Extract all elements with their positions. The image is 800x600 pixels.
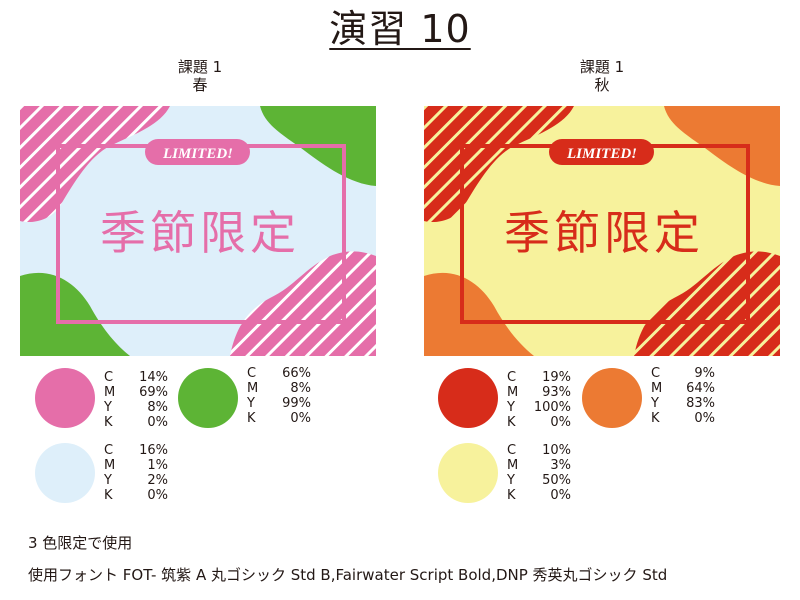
spring-badge-text: LIMITED! [162,146,233,162]
note-color-limit: 3 色限定で使用 [28,534,133,552]
autumn-swatch-red [438,368,498,428]
cmyk-y: 99% [282,396,311,411]
cmyk-y: 8% [147,400,168,415]
spring-cmyk-lightblue: C 16% M 1% Y 2% K 0% [104,443,168,503]
autumn-swatch-orange [582,368,642,428]
autumn-card: LIMITED! 季節限定 [424,106,780,356]
page-title: 演習 10 [0,6,800,52]
spring-cmyk-green: C 66% M 8% Y 99% K 0% [247,366,311,426]
cmyk-c: 14% [139,370,168,385]
autumn-cmyk-red: C 19% M 93% Y 100% K 0% [507,370,571,430]
page-title-text: 演習 10 [329,7,471,51]
cmyk-m: 3% [550,458,571,473]
cmyk-m: 64% [686,381,715,396]
autumn-caption-line1: 課題 1 [579,58,625,76]
cmyk-c: 19% [542,370,571,385]
cmyk-k: 0% [290,411,311,426]
spring-swatch-lightblue [35,443,95,503]
autumn-stripe-blob-bottom-right [634,251,780,356]
autumn-swatch-yellow [438,443,498,503]
cmyk-k: 0% [147,415,168,430]
autumn-caption: 課題 1 秋 [542,58,662,94]
spring-caption-line2: 春 [192,76,208,94]
autumn-main-text: 季節限定 [504,206,704,260]
autumn-caption-line2: 秋 [594,76,610,94]
spring-swatch-pink [35,368,95,428]
spring-badge-shape [145,139,250,165]
cmyk-k: 0% [694,411,715,426]
spring-stripe-blob-bottom-right [230,251,376,356]
cmyk-y: 2% [147,473,168,488]
cmyk-y: 50% [542,473,571,488]
cmyk-m: 93% [542,385,571,400]
cmyk-c: 10% [542,443,571,458]
cmyk-y: 100% [533,400,571,415]
autumn-cmyk-orange: C 9% M 64% Y 83% K 0% [651,366,715,426]
autumn-orange-blob-bottom-left [424,272,534,356]
spring-card-artwork: LIMITED! 季節限定 [20,106,376,356]
spring-caption: 課題 1 春 [140,58,260,94]
cmyk-m: 8% [290,381,311,396]
note-fonts-used: 使用フォント FOT- 筑紫 A 丸ゴシック Std B,Fairwater S… [28,566,668,584]
spring-green-blob-bottom-left [20,272,130,356]
cmyk-k: 0% [550,488,571,503]
spring-swatch-green [178,368,238,428]
cmyk-c: 16% [139,443,168,458]
cmyk-m: 69% [139,385,168,400]
cmyk-c: 66% [282,366,311,381]
autumn-badge-shape [549,139,654,165]
spring-caption-line1: 課題 1 [177,58,223,76]
cmyk-k: 0% [147,488,168,503]
autumn-cmyk-yellow: C 10% M 3% Y 50% K 0% [507,443,571,503]
spring-cmyk-pink: C 14% M 69% Y 8% K 0% [104,370,168,430]
autumn-badge-text: LIMITED! [566,146,637,162]
cmyk-k: 0% [550,415,571,430]
spring-main-text: 季節限定 [100,206,300,260]
cmyk-m: 1% [147,458,168,473]
autumn-card-artwork: LIMITED! 季節限定 [424,106,780,356]
cmyk-y: 83% [686,396,715,411]
cmyk-c: 9% [694,366,715,381]
spring-card: LIMITED! 季節限定 [20,106,376,356]
